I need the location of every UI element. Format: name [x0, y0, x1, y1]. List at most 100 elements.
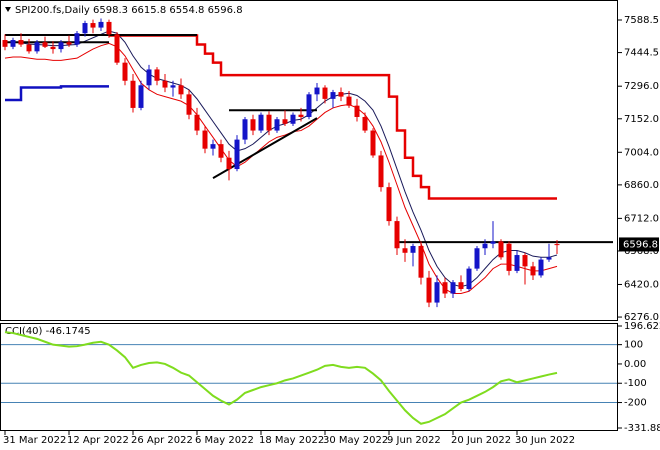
- candle-body: [82, 23, 88, 34]
- candle-body: [554, 244, 560, 246]
- candle-body: [498, 241, 504, 258]
- candle-body: [162, 80, 168, 88]
- header-high: 6615.8: [131, 5, 166, 16]
- header-low: 6554.8: [169, 5, 204, 16]
- candle-body: [442, 282, 448, 294]
- y-tick-label: 6860.0: [624, 180, 659, 191]
- candle-body: [394, 221, 400, 249]
- y-tick-label: 7444.5: [624, 48, 659, 59]
- candle-body: [450, 282, 456, 294]
- candle-body: [266, 114, 272, 131]
- candle-body: [34, 42, 40, 52]
- x-tick-label: 26 Apr 2022: [131, 435, 193, 446]
- candle-body: [482, 243, 488, 249]
- candle-body: [330, 92, 336, 99]
- cci-tick-label: 0.00: [624, 359, 646, 370]
- last-price-box: [619, 237, 659, 252]
- y-tick-label: 6568.0: [624, 246, 659, 257]
- cci-label: CCI(40): [5, 326, 43, 337]
- cci-tick-label: -331.8860: [624, 423, 660, 434]
- cci-tick-label: 100: [624, 340, 643, 351]
- candle-body: [530, 266, 536, 276]
- candle-body: [434, 282, 440, 303]
- symbol: SPI200.fs,Daily: [15, 5, 90, 16]
- candle-body: [10, 40, 16, 47]
- header-open: 6598.3: [93, 5, 128, 16]
- candle-body: [202, 130, 208, 149]
- candle-body: [410, 245, 416, 253]
- candle-body: [474, 248, 480, 269]
- cci-panel: [0, 323, 618, 431]
- candle-body: [258, 114, 264, 131]
- candle-body: [18, 40, 24, 45]
- candle-body: [154, 69, 160, 81]
- candle-body: [170, 85, 176, 88]
- candle-body: [458, 282, 464, 289]
- last-price-label: 6596.8: [623, 239, 658, 250]
- candle-body: [234, 139, 240, 170]
- candle-body: [290, 114, 296, 124]
- candle-body: [426, 277, 432, 303]
- candle-body: [314, 87, 320, 95]
- candle-body: [210, 144, 216, 149]
- candle-body: [98, 21, 104, 28]
- candle-body: [346, 96, 352, 106]
- candle-body: [58, 42, 64, 50]
- moving-average: [4, 42, 558, 295]
- cci-tick-label: -100: [624, 378, 647, 389]
- candle-body: [114, 34, 120, 63]
- candle-body: [322, 87, 328, 99]
- candle-body: [306, 94, 312, 117]
- candle-body: [130, 80, 136, 108]
- candle-body: [338, 92, 344, 97]
- candle-body: [402, 248, 408, 253]
- candle-body: [386, 187, 392, 222]
- candle-body: [522, 255, 528, 267]
- candle-body: [186, 94, 192, 115]
- candle-body: [250, 119, 256, 131]
- cci-line: [4, 331, 558, 425]
- x-tick-label: 30 May 2022: [323, 435, 388, 446]
- candle-body: [178, 85, 184, 95]
- x-tick-label: 31 Mar 2022: [3, 435, 66, 446]
- candle-body: [418, 245, 424, 278]
- candle-body: [90, 23, 96, 28]
- cci-header: CCI(40) -46.1745: [5, 326, 91, 337]
- candle-body: [274, 119, 280, 131]
- y-tick-label: 7588.5: [624, 15, 659, 26]
- candle-body: [26, 44, 32, 52]
- x-tick-label: 30 Jun 2022: [515, 435, 575, 446]
- x-tick-label: 6 May 2022: [195, 435, 254, 446]
- candle-body: [106, 21, 112, 35]
- cci-tick-label: -200: [624, 398, 647, 409]
- price-panel: [0, 0, 618, 321]
- candle-body: [546, 257, 552, 260]
- candle-body: [242, 119, 248, 140]
- moving-average: [5, 30, 558, 288]
- candle-body: [538, 259, 544, 276]
- candle-body: [298, 114, 304, 117]
- menu-triangle: [5, 7, 11, 12]
- y-tick-label: 6276.0: [624, 312, 659, 323]
- chart-header: SPI200.fs,Daily 6598.3 6615.8 6554.8 659…: [15, 5, 243, 16]
- y-tick-label: 6420.0: [624, 279, 659, 290]
- candle-body: [50, 46, 56, 50]
- candle-body: [146, 69, 152, 86]
- channel-line: [5, 85, 109, 102]
- candle-body: [490, 241, 496, 244]
- x-tick-label: 12 Apr 2022: [67, 435, 129, 446]
- y-tick-label: 7004.0: [624, 147, 659, 158]
- x-tick-label: 9 Jun 2022: [387, 435, 441, 446]
- cci-last: -46.1745: [46, 326, 91, 337]
- candle-body: [514, 255, 520, 271]
- y-tick-label: 7296.0: [624, 81, 659, 92]
- y-tick-label: 7152.0: [624, 114, 659, 125]
- candle-body: [42, 42, 48, 47]
- x-tick-label: 18 May 2022: [259, 435, 324, 446]
- candle-body: [122, 62, 128, 81]
- candle-body: [66, 42, 72, 45]
- candle-body: [378, 155, 384, 188]
- candle-body: [226, 157, 232, 170]
